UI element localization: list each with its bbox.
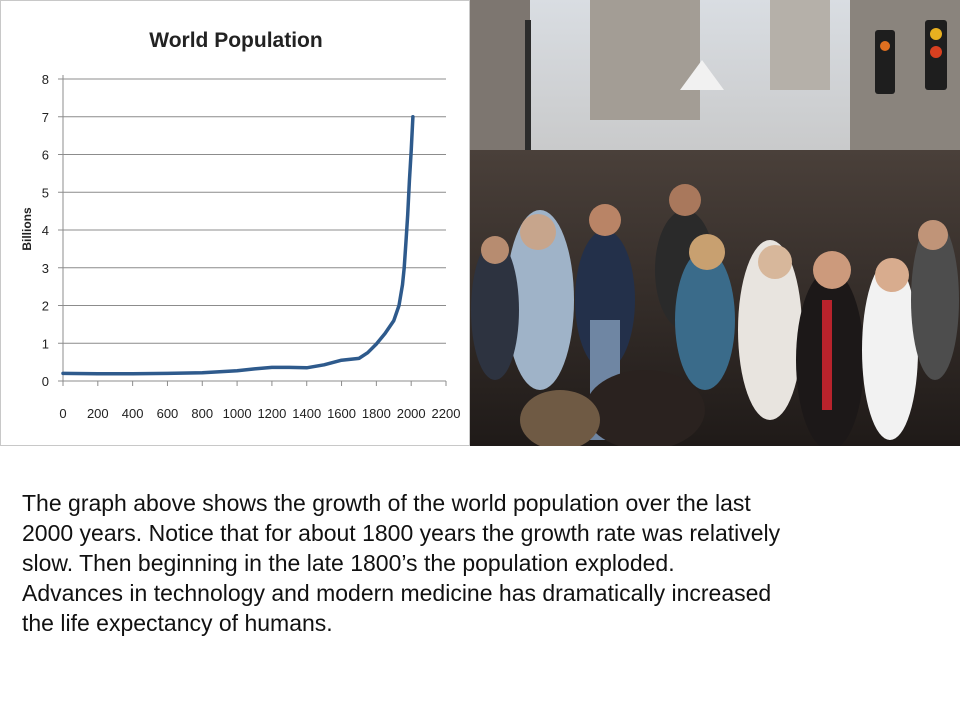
crowd-photo-illustration: [470, 0, 960, 446]
white-tent: [680, 60, 724, 90]
population-line: [61, 115, 415, 376]
series-layer: [61, 115, 415, 376]
caption-line: the life expectancy of humans.: [22, 610, 333, 636]
chart-panel: World Population Billions 0 1 2 3 4 5 6 7 8 0 200 4…: [0, 0, 470, 446]
far-building: [770, 0, 830, 90]
crowd-people: [471, 184, 959, 446]
y-tick-label: 7: [42, 110, 49, 125]
traffic-light-2: [875, 30, 895, 94]
x-tick-label: 600: [157, 406, 179, 421]
y-tick-label: 2: [42, 299, 49, 314]
gridlines: [63, 78, 446, 344]
x-tick-label: 2000: [397, 406, 426, 421]
x-tick-label: 1800: [362, 406, 391, 421]
center-building: [590, 0, 700, 120]
x-tick-label: 200: [87, 406, 109, 421]
traffic-light-amber: [930, 28, 942, 40]
y-axis-label: Billions: [20, 207, 34, 251]
crowd-photo: [470, 0, 960, 446]
caption-line: The graph above shows the growth of the …: [22, 490, 751, 516]
caption-line: Advances in technology and modern medici…: [22, 580, 772, 606]
axes: [58, 75, 447, 386]
chart-title: World Population: [149, 29, 322, 52]
tick-labels: 0 1 2 3 4 5 6 7 8 0 200 400 600 800 1000 1200 1400 1600 18…: [42, 72, 461, 421]
x-tick-label: 0: [59, 406, 66, 421]
caption-text: The graph above shows the growth of the …: [22, 488, 932, 638]
y-tick-label: 5: [42, 185, 49, 200]
caption-line: slow. Then beginning in the late 1800’s …: [22, 550, 675, 576]
x-tick-label: 800: [191, 406, 213, 421]
traffic-light-red: [930, 46, 942, 58]
y-tick-label: 8: [42, 72, 49, 87]
y-tick-label: 1: [42, 336, 49, 351]
x-tick-label: 1400: [292, 406, 321, 421]
world-population-chart: World Population Billions 0 1 2 3 4 5 6 7 8 0 200 4…: [20, 29, 461, 421]
x-tick-label: 1600: [327, 406, 356, 421]
x-tick-label: 400: [122, 406, 144, 421]
traffic-light-2-lamp: [880, 41, 890, 51]
caption-line: 2000 years. Notice that for about 1800 y…: [22, 520, 781, 546]
y-tick-label: 6: [42, 148, 49, 163]
lamp-post: [525, 20, 531, 230]
y-tick-label: 0: [42, 374, 49, 389]
x-tick-label: 2200: [432, 406, 461, 421]
y-tick-label: 3: [42, 261, 49, 276]
x-tick-label: 1200: [257, 406, 286, 421]
y-tick-label: 4: [42, 223, 49, 238]
x-tick-label: 1000: [223, 406, 252, 421]
